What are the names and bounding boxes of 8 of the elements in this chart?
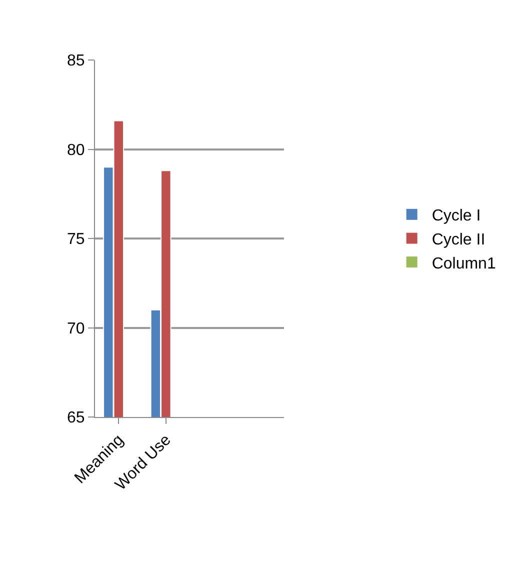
legend-label: Cycle I bbox=[432, 208, 481, 225]
y-tick-label: 65 bbox=[67, 410, 85, 427]
y-tick-label: 85 bbox=[67, 52, 85, 70]
y-tick-label: 80 bbox=[67, 142, 85, 159]
legend-label: Column1 bbox=[432, 255, 496, 272]
y-tick-label: 75 bbox=[67, 231, 85, 248]
legend-label: Cycle II bbox=[432, 231, 486, 248]
y-tick-label: 70 bbox=[67, 320, 85, 338]
